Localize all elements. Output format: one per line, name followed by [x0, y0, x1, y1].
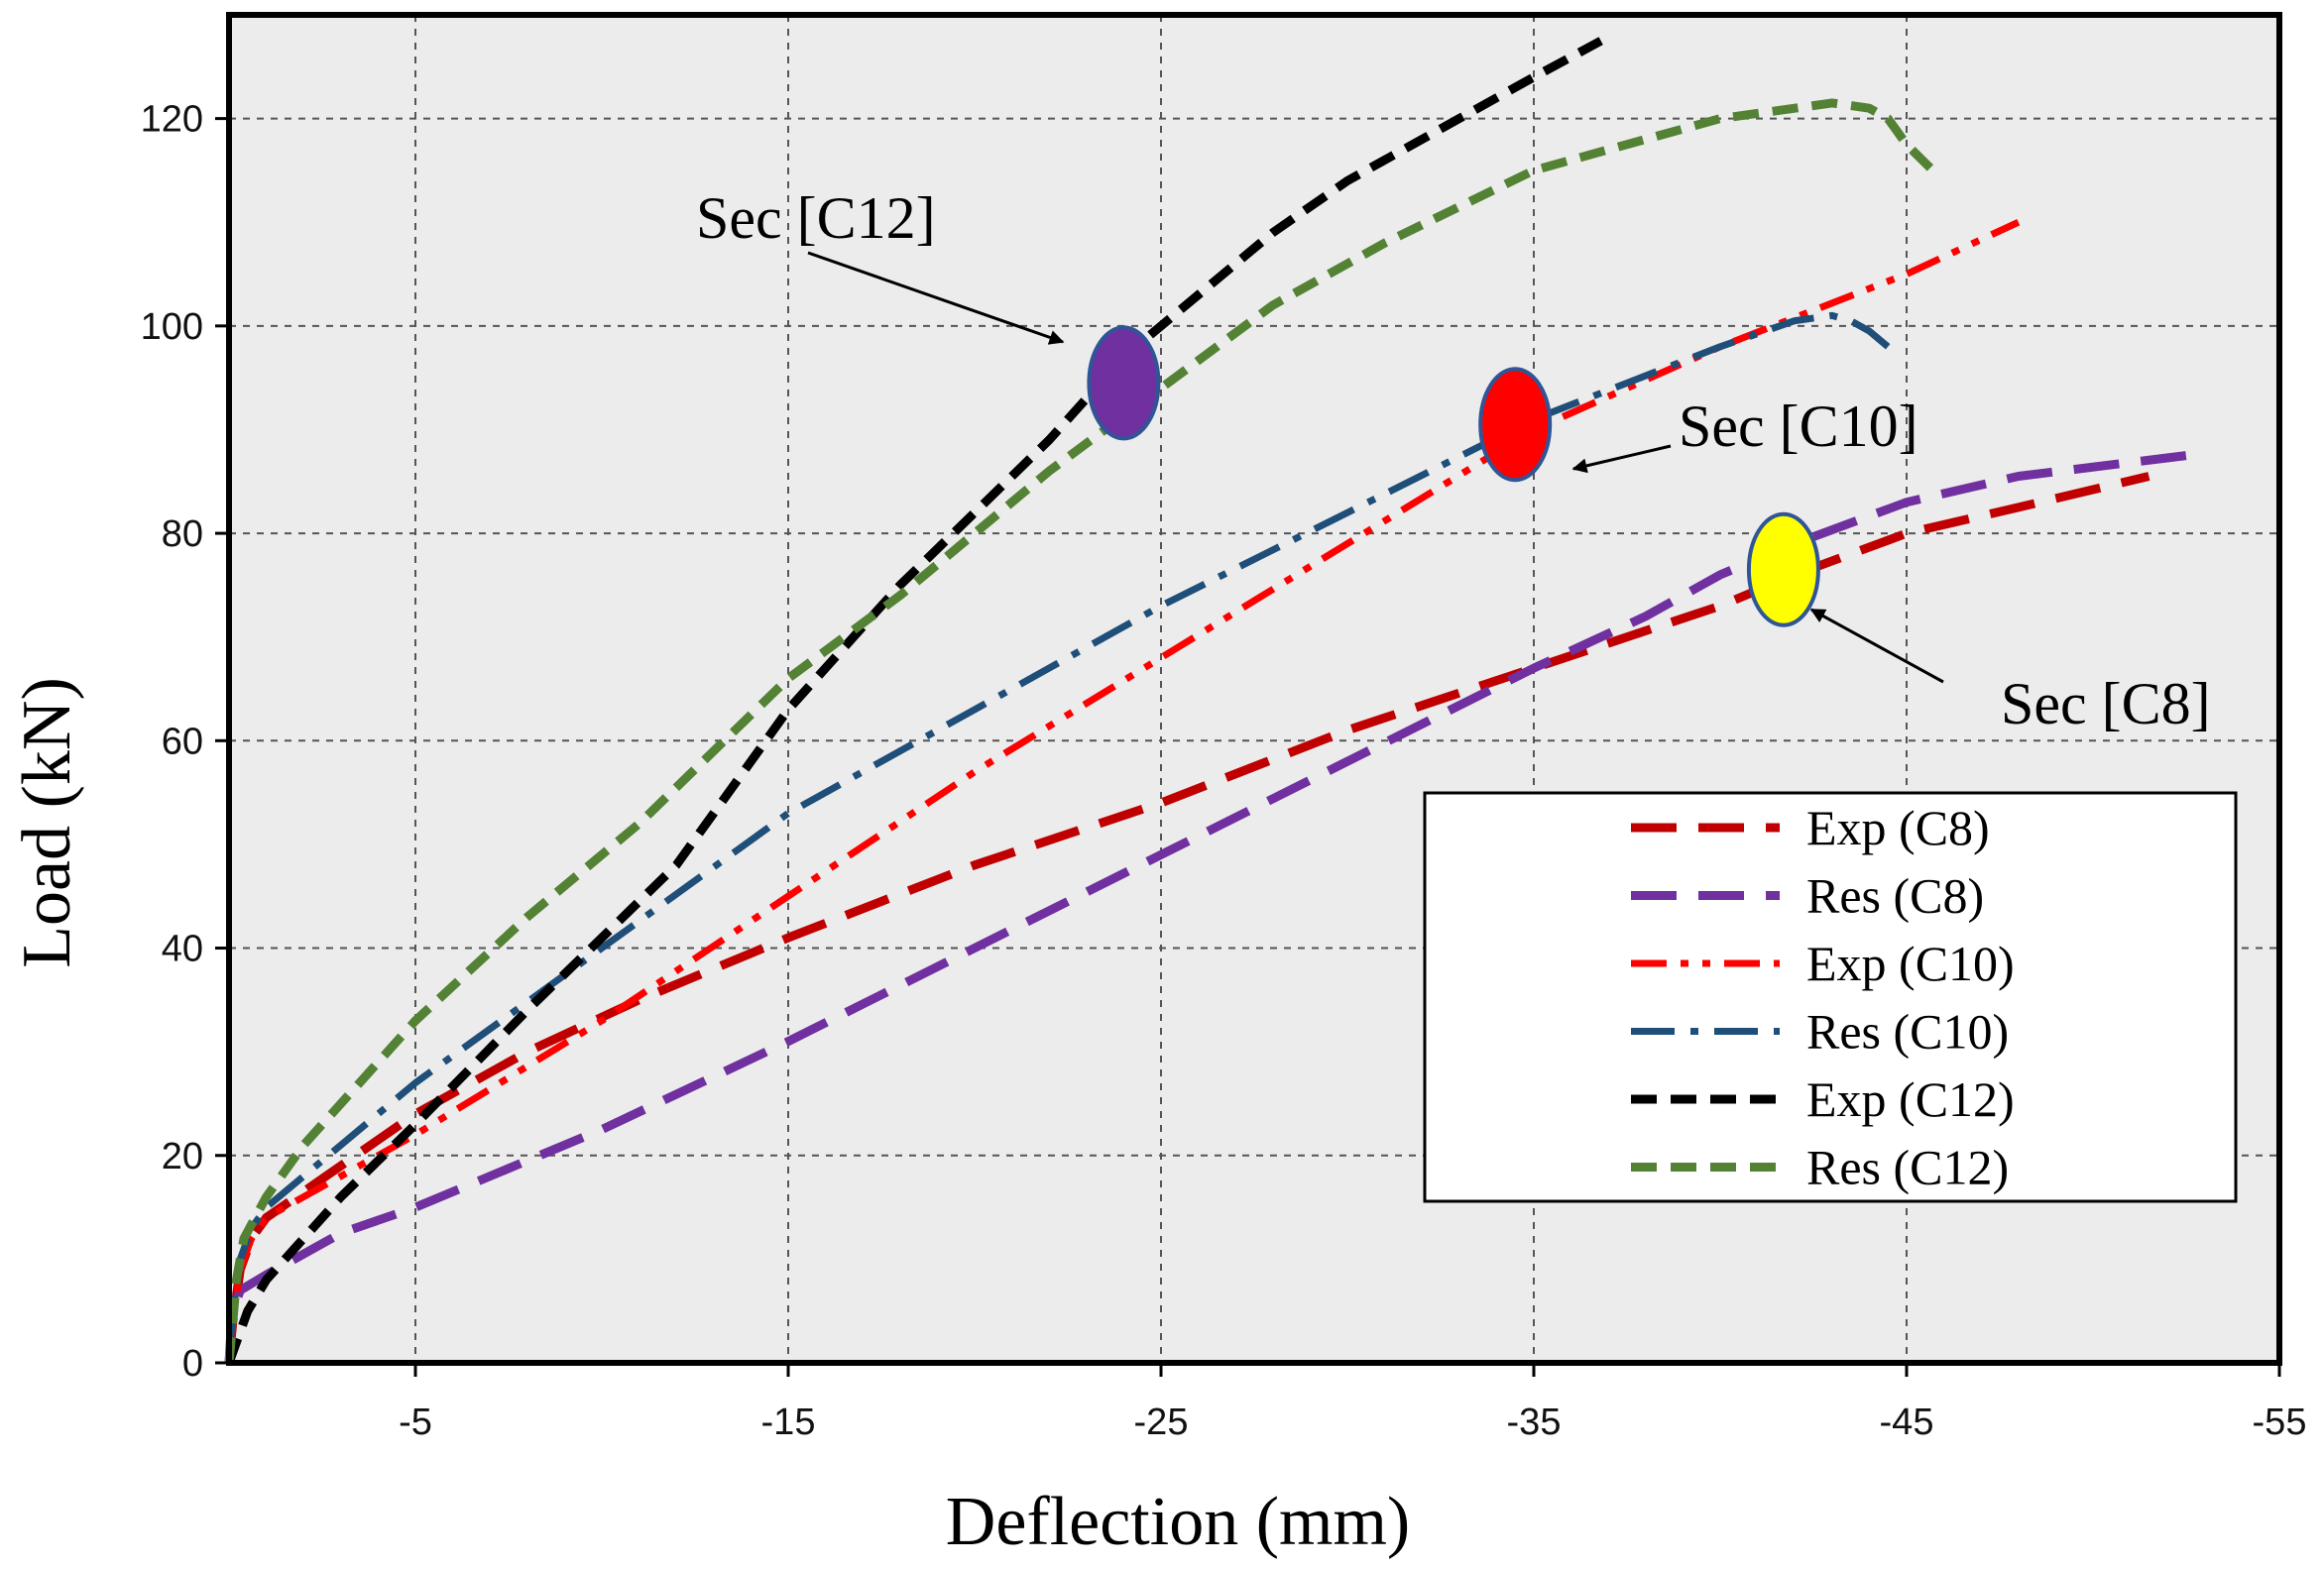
- legend-label-6: Res (C12): [1806, 1140, 2009, 1195]
- series-line-5: [224, 37, 1603, 1365]
- y-axis-label: Load (kN): [9, 677, 85, 968]
- legend-label-2: Res (C8): [1806, 868, 1984, 924]
- annotation-arrow-1: [807, 251, 1065, 345]
- legend-label-4: Res (C10): [1806, 1004, 2009, 1060]
- y-tick-label: 20: [162, 1136, 203, 1178]
- legend-label-5: Exp (C12): [1806, 1071, 2015, 1127]
- annotation-marker-2: [1478, 367, 1553, 483]
- series-line-6: [224, 98, 1936, 1364]
- series-line-4: [225, 311, 1891, 1364]
- y-tick-label: 120: [141, 99, 203, 141]
- y-tick-label: 40: [162, 929, 203, 970]
- series-line-3: [225, 219, 2021, 1364]
- y-tick-label: 100: [141, 306, 203, 348]
- plot-frame: [226, 12, 2282, 1366]
- annotation-arrow-3: [1809, 608, 1944, 684]
- annotations: Sec [C12] Sec [C10] Sec [C8]: [696, 185, 2211, 736]
- annotation-arrow-2: [1571, 444, 1672, 474]
- x-axis-label: Deflection (mm): [946, 1484, 1410, 1560]
- annotation-marker-1: [1087, 325, 1161, 441]
- annotation-marker-3: [1746, 511, 1820, 627]
- legend-box: [1423, 791, 2238, 1203]
- annotation-label-1: Sec [C12]: [696, 185, 936, 251]
- tick-labels: -5 -15 -25 -35 -45 -55 0 20 40 60 80 100 120: [141, 99, 2307, 1443]
- x-tick-label: -35: [1507, 1402, 1562, 1443]
- x-tick-label: -15: [761, 1402, 816, 1443]
- x-tick-label: -45: [1880, 1402, 1934, 1443]
- x-tick-label: -25: [1134, 1402, 1189, 1443]
- annotation-markers: [1087, 325, 1820, 627]
- y-tick-label: 0: [182, 1343, 203, 1385]
- annotation-label-3: Sec [C8]: [2001, 671, 2211, 736]
- legend-label-3: Exp (C10): [1806, 936, 2015, 991]
- y-tick-label: 80: [162, 513, 203, 555]
- x-tick-label: -55: [2253, 1402, 2307, 1443]
- legend-label-1: Exp (C8): [1806, 800, 1990, 855]
- legend: Exp (C8) Res (C8) Exp (C10) Res (C10) Exp (C…: [1423, 791, 2238, 1203]
- annotation-label-2: Sec [C10]: [1679, 393, 1918, 459]
- x-tick-label: -5: [399, 1402, 432, 1443]
- y-tick-label: 60: [162, 721, 203, 762]
